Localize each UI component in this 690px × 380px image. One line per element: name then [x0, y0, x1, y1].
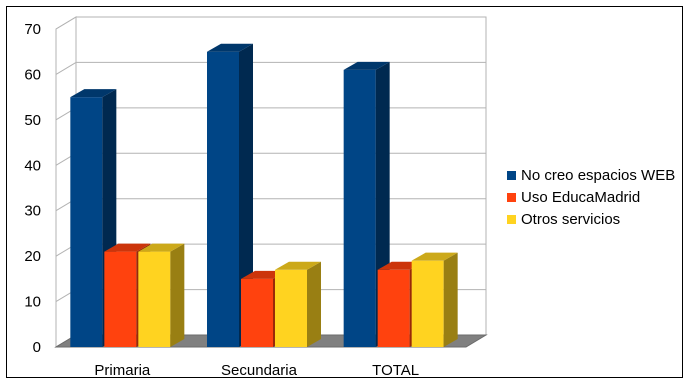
bar-side	[443, 252, 458, 347]
bar-top	[275, 261, 321, 270]
bar-top	[70, 89, 117, 98]
legend-label: No creo espacios WEB	[521, 167, 675, 184]
bar-top	[138, 243, 185, 252]
bar	[343, 61, 390, 348]
axis-layer: 0 10 20 30 40 50 60 70 Primaria Secundaria TOTAL	[24, 21, 419, 379]
bar	[138, 243, 185, 347]
bar-front	[377, 269, 410, 347]
bar-front	[411, 260, 444, 347]
bar-front	[343, 69, 376, 347]
bar-front	[104, 251, 137, 347]
bar-top	[411, 252, 458, 261]
gridline-side	[55, 61, 77, 75]
bar-front	[70, 97, 103, 348]
legend-label: Otros servicios	[521, 211, 620, 228]
bar-front	[207, 51, 239, 347]
legend-swatch	[507, 171, 516, 180]
gridline-side	[55, 16, 77, 30]
y-tick-label: 0	[33, 339, 41, 356]
y-tick-label: 50	[24, 112, 41, 129]
bar-front	[241, 278, 273, 347]
bars-layer	[70, 43, 458, 348]
legend-swatch	[507, 193, 516, 202]
bar-front	[275, 269, 307, 347]
bar-top	[104, 243, 151, 252]
y-tick-label: 60	[24, 66, 41, 83]
legend: No creo espacios WEB Uso EducaMadrid Otros…	[507, 167, 675, 228]
x-tick-label: TOTAL	[372, 362, 419, 379]
bar-side	[307, 261, 321, 347]
legend-label: Uso EducaMadrid	[521, 189, 640, 206]
legend-swatch	[507, 215, 516, 224]
x-tick-label: Primaria	[94, 362, 150, 379]
y-tick-label: 10	[24, 294, 41, 311]
bar-front	[138, 251, 171, 347]
bar-side	[170, 243, 185, 347]
x-tick-label: Secundaria	[221, 362, 298, 379]
bar-side	[239, 43, 253, 347]
y-tick-label: 20	[24, 248, 41, 265]
y-tick-label: 30	[24, 203, 41, 220]
bar	[207, 43, 253, 347]
bar	[275, 261, 321, 347]
y-tick-label: 40	[24, 157, 41, 174]
bar	[411, 252, 458, 347]
y-tick-label: 70	[24, 21, 41, 38]
bar-top	[207, 43, 253, 52]
bar-top	[343, 61, 390, 70]
